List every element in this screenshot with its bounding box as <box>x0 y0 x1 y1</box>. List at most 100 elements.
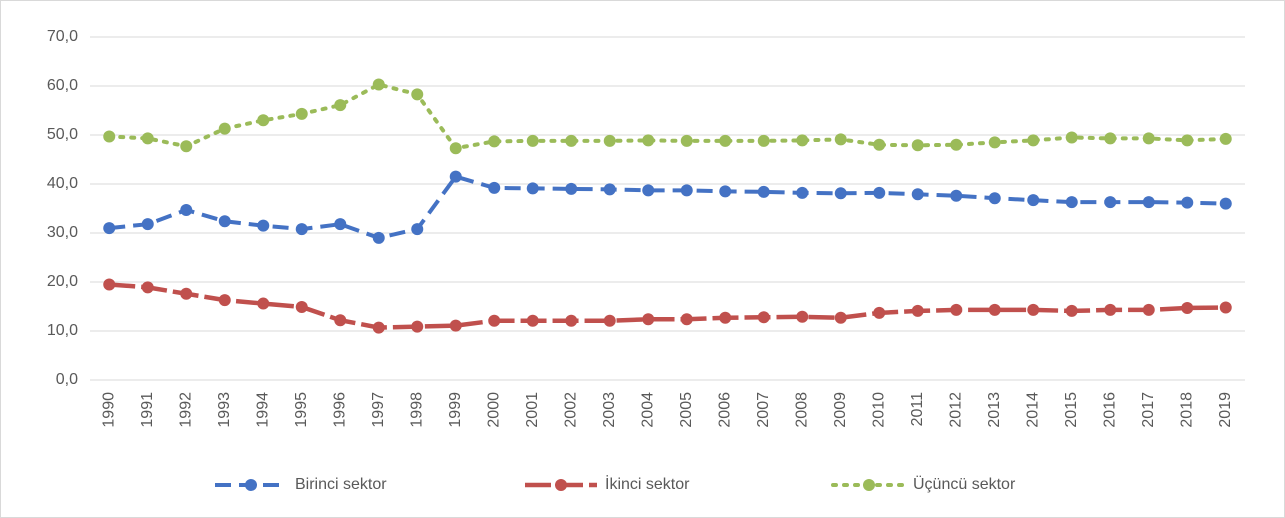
series-marker <box>757 311 770 324</box>
series-marker <box>411 223 424 236</box>
series-marker <box>1104 132 1117 145</box>
series-marker <box>796 134 809 147</box>
series-marker <box>372 231 385 244</box>
series-marker <box>295 223 308 236</box>
series-marker <box>1104 303 1117 316</box>
series-line <box>109 174 1226 240</box>
x-tick-label: 1993 <box>216 392 233 428</box>
series-marker <box>1142 303 1155 316</box>
series-marker <box>642 134 655 147</box>
series-marker <box>1027 303 1040 316</box>
x-tick-label: 1990 <box>100 392 117 428</box>
series-marker <box>1219 301 1232 314</box>
series-marker <box>218 294 231 307</box>
x-tick-label: 2004 <box>639 392 656 428</box>
series-marker <box>988 192 1001 205</box>
series-marker <box>488 135 501 148</box>
series-marker <box>873 186 886 199</box>
series-line <box>107 82 1228 151</box>
series-marker <box>488 181 501 194</box>
x-tick-label: 2007 <box>755 392 772 428</box>
series-marker <box>1027 134 1040 147</box>
series-marker <box>911 139 924 152</box>
series-marker <box>950 303 963 316</box>
y-tick-label: 40,0 <box>47 175 78 192</box>
series-marker <box>295 300 308 313</box>
series-marker <box>372 321 385 334</box>
series-marker <box>141 218 154 231</box>
series-marker <box>988 136 1001 149</box>
series-marker <box>911 188 924 201</box>
series-marker <box>295 107 308 120</box>
series-marker <box>372 78 385 91</box>
series-marker <box>449 142 462 155</box>
series-marker <box>1181 301 1194 314</box>
series-marker <box>680 134 693 147</box>
y-tick-label: 10,0 <box>47 322 78 339</box>
series-marker <box>180 287 193 300</box>
x-tick-label: 2018 <box>1178 392 1195 428</box>
series-marker <box>950 138 963 151</box>
series-marker <box>1065 131 1078 144</box>
series-marker <box>988 303 1001 316</box>
legend-label: Birinci sektor <box>295 476 387 493</box>
series-marker <box>603 314 616 327</box>
x-tick-label: 2015 <box>1063 392 1080 428</box>
series-marker <box>334 314 347 327</box>
y-tick-label: 20,0 <box>47 273 78 290</box>
series-marker <box>180 203 193 216</box>
x-tick-label: 1995 <box>293 392 310 428</box>
x-tick-label: 2019 <box>1217 392 1234 428</box>
series-marker <box>257 114 270 127</box>
series-marker <box>642 313 655 326</box>
x-tick-label: 2008 <box>793 392 810 428</box>
series-marker <box>911 304 924 317</box>
series-marker <box>565 134 578 147</box>
x-tick-label: 2003 <box>601 392 618 428</box>
x-tick-label: 1994 <box>254 392 271 428</box>
series-marker <box>1142 196 1155 209</box>
series-marker <box>257 297 270 310</box>
x-tick-label: 1999 <box>447 392 464 428</box>
series-marker <box>334 99 347 112</box>
x-tick-label: 1992 <box>177 392 194 428</box>
x-tick-label: 2013 <box>986 392 1003 428</box>
series-marker <box>449 170 462 183</box>
x-tick-label: 1991 <box>139 392 156 428</box>
x-tick-label: 2006 <box>716 392 733 428</box>
y-tick-label: 0,0 <box>56 371 78 388</box>
series-marker <box>218 122 231 135</box>
series-marker <box>411 320 424 333</box>
y-tick-label: 50,0 <box>47 126 78 143</box>
series-marker <box>719 134 732 147</box>
x-tick-label: 1997 <box>370 392 387 428</box>
series-marker <box>834 311 847 324</box>
x-tick-label: 2001 <box>524 392 541 428</box>
series-marker <box>1219 197 1232 210</box>
series-marker <box>873 306 886 319</box>
series-marker <box>950 189 963 202</box>
series-marker <box>834 187 847 200</box>
series-marker <box>334 218 347 231</box>
y-tick-label: 70,0 <box>47 28 78 45</box>
series-marker <box>411 88 424 101</box>
series-marker <box>1027 194 1040 207</box>
legend-marker <box>245 479 257 491</box>
series-marker <box>1142 132 1155 145</box>
series-marker <box>141 132 154 145</box>
series-marker <box>526 134 539 147</box>
x-tick-label: 2000 <box>485 392 502 428</box>
series-marker <box>603 183 616 196</box>
y-tick-label: 60,0 <box>47 77 78 94</box>
series-marker <box>565 182 578 195</box>
x-tick-label: 2017 <box>1140 392 1157 428</box>
series-marker <box>1065 304 1078 317</box>
series-marker <box>257 219 270 232</box>
x-tick-label: 2010 <box>870 392 887 428</box>
x-tick-label: 2002 <box>562 392 579 428</box>
series-marker <box>103 222 116 235</box>
series-marker <box>719 185 732 198</box>
